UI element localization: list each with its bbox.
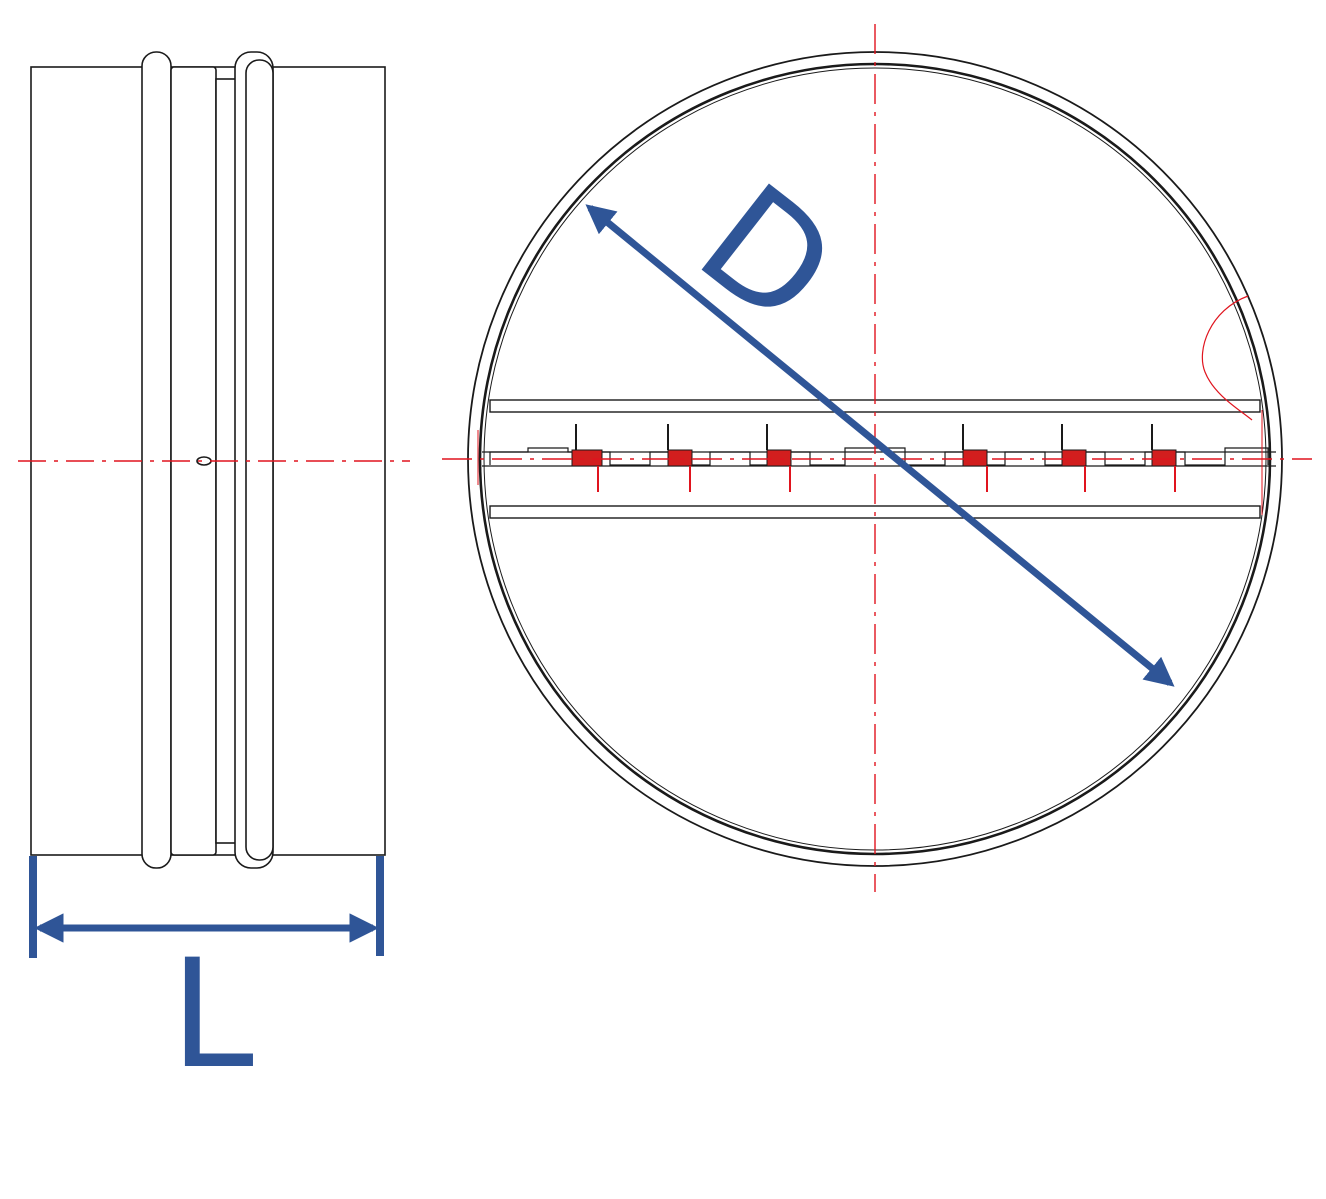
hinge-knuckles — [490, 448, 1268, 465]
diameter-label: D — [668, 152, 866, 360]
spring-4 — [963, 424, 987, 492]
spring-3 — [767, 424, 791, 492]
right-bead-inner — [246, 60, 273, 860]
spring-2 — [668, 424, 692, 492]
spring-5 — [1062, 424, 1086, 492]
spring-6 — [1152, 424, 1176, 492]
right-hinge-arc — [1202, 296, 1252, 420]
springs — [572, 424, 1176, 492]
left-bead — [142, 52, 171, 868]
side-view — [31, 52, 385, 868]
spring-1 — [572, 424, 602, 492]
length-label: L — [170, 928, 254, 1102]
